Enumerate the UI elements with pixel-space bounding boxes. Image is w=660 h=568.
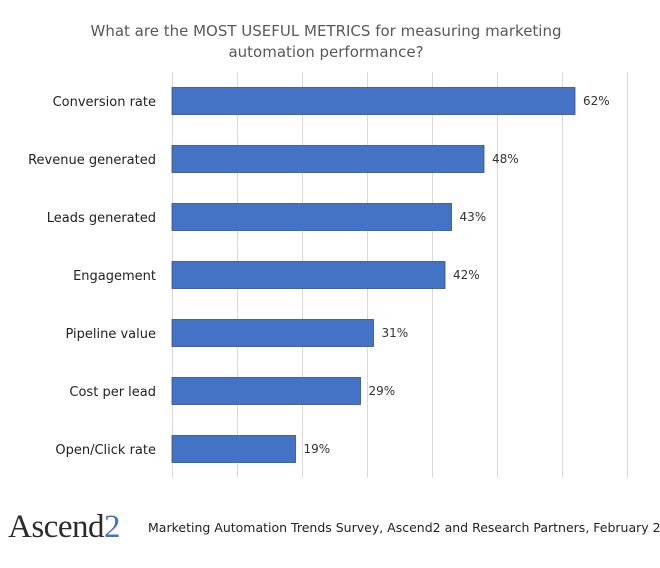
chart-bars (171, 87, 576, 463)
bar (171, 261, 446, 289)
bar (171, 203, 452, 231)
value-label: 19% (304, 442, 331, 456)
bar (171, 145, 485, 173)
chart-title: What are the MOST USEFUL METRICS for mea… (91, 22, 562, 61)
category-label: Open/Click rate (55, 443, 156, 458)
category-label: Revenue generated (28, 153, 156, 168)
value-label: 62% (583, 94, 610, 108)
bar (171, 435, 296, 463)
category-label: Cost per lead (69, 385, 156, 400)
category-label: Pipeline value (65, 327, 156, 342)
bar (171, 377, 361, 405)
ascend2-logo: Ascend2 (8, 509, 120, 546)
footer: Ascend2 Marketing Automation Trends Surv… (0, 505, 660, 555)
bar (171, 87, 576, 115)
bar (171, 319, 374, 347)
logo-text: Ascend (8, 509, 104, 545)
value-labels: 62% 48% 43% 42% 31% 29% 19% (304, 94, 610, 456)
category-labels: Conversion rate Revenue generated Leads ge… (28, 95, 156, 458)
category-label: Engagement (73, 269, 156, 284)
value-label: 43% (460, 210, 487, 224)
chart-title-line-1: What are the MOST USEFUL METRICS for mea… (91, 22, 562, 40)
category-label: Conversion rate (53, 95, 156, 110)
value-label: 31% (382, 326, 409, 340)
value-label: 42% (453, 268, 480, 282)
value-label: 29% (369, 384, 396, 398)
category-label: Leads generated (47, 211, 156, 226)
chart-title-line-2: automation performance? (228, 43, 423, 61)
source-note: Marketing Automation Trends Survey, Asce… (148, 520, 660, 535)
logo-number: 2 (103, 509, 121, 545)
value-label: 48% (492, 152, 519, 166)
